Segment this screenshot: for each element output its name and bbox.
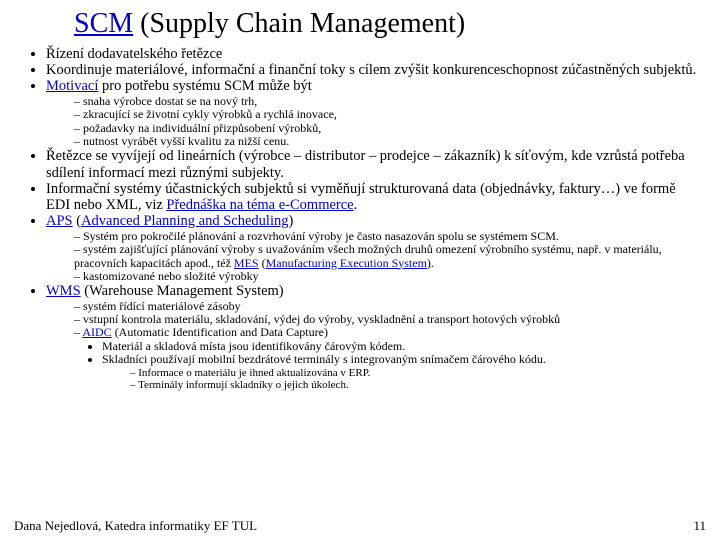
bullet-7-sub-3-b2-text: Skladníci používají mobilní bezdrátové t… xyxy=(102,352,546,366)
bullet-5-b: . xyxy=(354,197,358,213)
bullet-6-sub-2-link2[interactable]: Manufacturing Execution System xyxy=(266,256,427,270)
page-number: 11 xyxy=(693,518,706,534)
title-rest: (Supply Chain Management) xyxy=(133,8,465,39)
bullet-7-sub-3-link[interactable]: AIDC xyxy=(82,325,111,339)
bullet-3-sub-3: požadavky na individuální přizpůsobení v… xyxy=(74,122,700,135)
bullet-6-rest-b: ) xyxy=(288,213,293,229)
bullet-6-link[interactable]: APS xyxy=(46,213,73,229)
bullet-7: WMS (Warehouse Management System) systém… xyxy=(46,283,700,391)
bullet-6-sub-2: systém zajišťující plánování výroby s uv… xyxy=(74,243,700,270)
bullet-5: Informační systémy účastnických subjektů… xyxy=(46,181,700,213)
bullet-5-a: Informační systémy účastnických subjektů… xyxy=(46,181,676,213)
bullet-7-sub-3-b2-s2: Terminály informují skladníky o jejich ú… xyxy=(130,379,700,391)
bullet-7-sub-3-b1: Materiál a skladová místa jsou identifik… xyxy=(102,340,700,353)
bullet-3-rest: pro potřebu systému SCM může být xyxy=(98,78,311,94)
bullet-6-sublist: Systém pro pokročilé plánování a rozvrho… xyxy=(46,230,700,284)
bullet-3-link[interactable]: Motivací xyxy=(46,78,98,94)
footer-text: Dana Nejedlová, Katedra informatiky EF T… xyxy=(14,518,706,534)
bullet-6-sub-2-b: ). xyxy=(427,256,434,270)
bullet-6-sub-2-mid: ( xyxy=(259,256,266,270)
bullet-6-sub-3: kastomizované nebo složité výrobky xyxy=(74,270,700,283)
bullet-6-sub-1: Systém pro pokročilé plánování a rozvrho… xyxy=(74,230,700,243)
bullet-3: Motivací pro potřebu systému SCM může bý… xyxy=(46,78,700,148)
bullet-7-sub-3-b2-list: Informace o materiálu je ihned aktualizo… xyxy=(102,367,700,392)
bullet-7-sub-1: systém řídící materiálové zásoby xyxy=(74,300,700,313)
bullet-7-sub-3-b2-s1: Informace o materiálu je ihned aktualizo… xyxy=(130,367,700,379)
bullet-3-sub-1: snaha výrobce dostat se na nový trh, xyxy=(74,95,700,108)
bullet-1: Řízení dodavatelského řetězce xyxy=(46,46,700,62)
bullet-list: Řízení dodavatelského řetězce Koordinuje… xyxy=(20,46,700,391)
title-link[interactable]: SCM xyxy=(74,8,133,39)
bullet-7-rest: (Warehouse Management System) xyxy=(81,283,284,299)
bullet-6: APS (Advanced Planning and Scheduling) S… xyxy=(46,213,700,283)
slide-title: SCM (Supply Chain Management) xyxy=(74,8,700,40)
bullet-7-link[interactable]: WMS xyxy=(46,283,81,299)
bullet-7-sub-3-b2: Skladníci používají mobilní bezdrátové t… xyxy=(102,353,700,391)
bullet-7-sublist: systém řídící materiálové zásoby vstupní… xyxy=(46,300,700,392)
bullet-7-sub-3-list: Materiál a skladová místa jsou identifik… xyxy=(74,340,700,392)
bullet-4: Řetězce se vyvíjejí od lineárních (výrob… xyxy=(46,148,700,180)
bullet-2: Koordinuje materiálové, informační a fin… xyxy=(46,62,700,78)
bullet-6-sub-2-link1[interactable]: MES xyxy=(234,256,259,270)
bullet-7-sub-3: AIDC (Automatic Identification and Data … xyxy=(74,326,700,391)
bullet-7-sub-3-rest: (Automatic Identification and Data Captu… xyxy=(112,325,328,339)
bullet-3-sub-2: zkracující se životní cykly výrobků a ry… xyxy=(74,108,700,121)
bullet-6-rest-link[interactable]: Advanced Planning and Scheduling xyxy=(81,213,288,229)
bullet-7-sub-2: vstupní kontrola materiálu, skladování, … xyxy=(74,313,700,326)
bullet-3-sub-4: nutnost vyrábět vyšší kvalitu za nižší c… xyxy=(74,135,700,148)
bullet-3-sublist: snaha výrobce dostat se na nový trh, zkr… xyxy=(46,95,700,149)
bullet-5-link[interactable]: Přednáška na téma e-Commerce xyxy=(166,197,353,213)
bullet-6-rest-a: ( xyxy=(73,213,81,229)
slide: SCM (Supply Chain Management) Řízení dod… xyxy=(0,0,720,540)
